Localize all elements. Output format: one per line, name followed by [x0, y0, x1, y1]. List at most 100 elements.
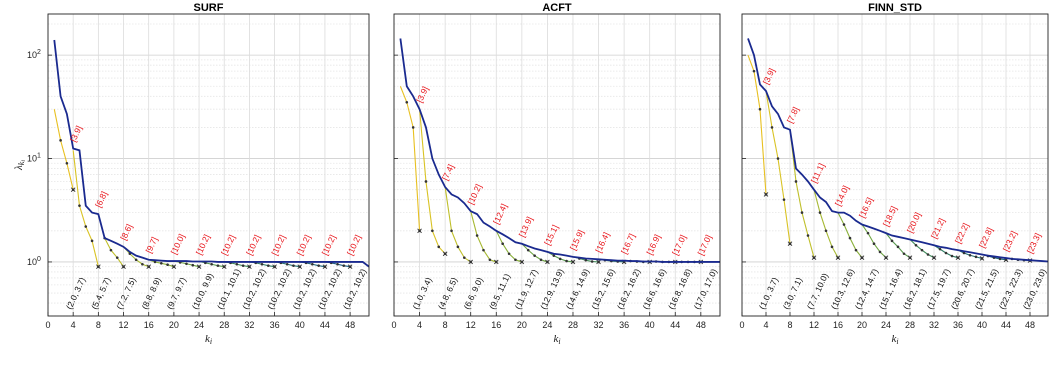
branch-point	[830, 245, 834, 249]
branches	[747, 54, 1033, 263]
x-tick-label: 32	[244, 320, 254, 330]
branch-point	[950, 254, 954, 258]
branch-end-marker	[121, 264, 126, 269]
x-ticks: 0 4 8 12 16 20 24 28 32 36 40 44 48	[45, 312, 355, 330]
branch-end-marker	[247, 264, 252, 269]
branch-point	[902, 252, 906, 256]
branch-point	[317, 264, 320, 267]
branch-point	[488, 258, 492, 262]
branch-point	[109, 248, 113, 252]
branch-point	[552, 254, 556, 257]
x-tick-label: 36	[953, 320, 963, 330]
y-ticks	[742, 54, 746, 263]
branch-point	[590, 260, 594, 263]
x-tick-label: 40	[295, 320, 305, 330]
branch-end-marker	[931, 255, 937, 260]
branch-point	[926, 253, 930, 256]
branch-point	[962, 251, 966, 255]
branch-point	[405, 100, 409, 104]
x-tick-label: 44	[320, 320, 330, 330]
branch-point	[872, 242, 876, 246]
x-tick-label: 8	[787, 320, 792, 330]
branch-end-marker	[955, 255, 961, 260]
x-tick-label: 32	[594, 320, 604, 330]
x-tick-label: 36	[270, 320, 280, 330]
x-tick-label: 24	[542, 320, 552, 330]
branch-point	[336, 262, 339, 266]
branch-end-marker	[442, 251, 448, 257]
branch-point	[818, 211, 822, 214]
branch-point	[514, 258, 517, 262]
branch-point	[501, 242, 504, 246]
x-tick-label: 20	[517, 320, 527, 330]
branch-end-marker	[146, 264, 152, 269]
branch-end-marker	[96, 264, 101, 269]
x-tick-label: 48	[696, 320, 706, 330]
branch-point	[342, 264, 346, 267]
branch-end-marker	[221, 264, 227, 269]
branch-point	[533, 254, 536, 257]
branch-point	[311, 262, 314, 266]
x-tick-label: 8	[443, 320, 448, 330]
x-axis-label: ki	[553, 333, 560, 346]
main-series	[399, 38, 720, 263]
grid	[393, 14, 720, 317]
branch-point	[507, 252, 511, 256]
branch-point	[824, 229, 828, 233]
axes-box	[47, 13, 370, 317]
branch-end-marker	[787, 241, 793, 247]
branch-point	[285, 262, 289, 266]
branch-point	[292, 264, 295, 267]
x-tick-label: 8	[96, 320, 101, 330]
x-tick-label: 24	[194, 320, 204, 330]
branch-point	[437, 245, 441, 249]
branch-end-marker	[570, 259, 576, 265]
plot-area	[742, 14, 1048, 316]
branch-end-marker	[171, 264, 177, 269]
branch-point	[115, 256, 119, 259]
branch-line	[53, 109, 74, 190]
branch-end-marker	[835, 255, 841, 260]
chart-title: SURF	[194, 2, 224, 14]
x-tick-label: 20	[857, 320, 867, 330]
y-axis-label: λki	[13, 160, 27, 171]
branch-point	[968, 253, 972, 257]
branch-point	[134, 258, 138, 262]
branch-end-marker	[979, 256, 985, 261]
branch-line	[399, 86, 421, 231]
x-tick-label: 44	[670, 320, 680, 330]
plot-area	[394, 14, 720, 316]
branch-point	[770, 126, 774, 129]
branch-point	[794, 180, 798, 183]
branch-point	[411, 126, 415, 129]
branch-point	[974, 255, 978, 259]
x-tick-label: 16	[833, 320, 843, 330]
axes-box	[741, 13, 1049, 317]
branch-end-marker	[70, 187, 76, 192]
branch-point	[782, 198, 786, 201]
main-series	[53, 39, 369, 268]
x-tick-label: 4	[71, 320, 76, 330]
y-tick-label: 100	[27, 256, 41, 267]
branch-point	[944, 251, 948, 255]
branch-point	[938, 247, 942, 251]
x-axis-label: ki	[205, 333, 212, 346]
x-tick-label: 32	[929, 320, 939, 330]
branch-point	[463, 256, 466, 259]
branch-line	[747, 54, 767, 195]
x-tick-label: 20	[169, 320, 179, 330]
x-tick-label: 28	[219, 320, 229, 330]
branch-point	[241, 264, 245, 267]
branch-end-marker	[468, 259, 474, 265]
branch-point	[456, 245, 460, 249]
branch-point	[920, 248, 924, 252]
branch-end-marker	[763, 192, 769, 197]
chart-title: ACFT	[542, 2, 572, 14]
branch-point	[65, 161, 69, 165]
main-series-line	[399, 38, 720, 263]
branch-point	[558, 257, 562, 261]
branch-end-marker	[196, 264, 202, 269]
branch-end-marker	[596, 259, 601, 265]
y-ticks: 100 101 102	[27, 49, 52, 267]
